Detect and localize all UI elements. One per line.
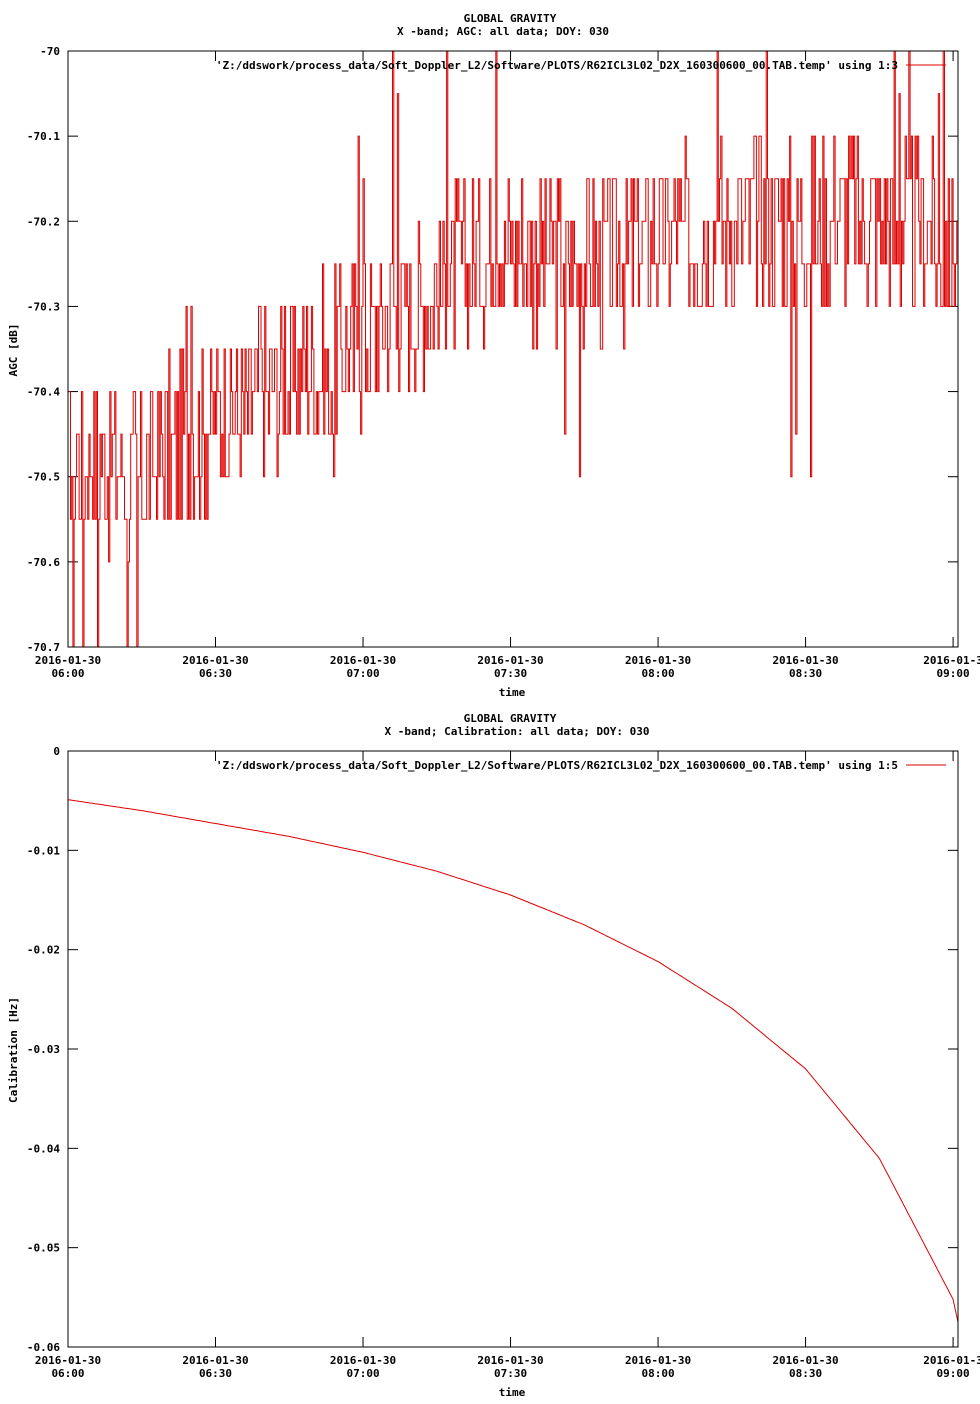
calibration-y-ticks: 0 -0.01 -0.02 -0.03 -0.04 -0.05 -0.06 (27, 745, 958, 1354)
agc-chart: GLOBAL GRAVITY X -band; AGC: all data; D… (7, 12, 980, 699)
agc-y-tick-label: -70.5 (27, 471, 60, 484)
agc-plot-frame (67, 50, 959, 648)
agc-x-tick-time: 07:00 (346, 667, 379, 680)
agc-y-tick-label: -70 (40, 45, 60, 58)
calibration-x-axis-label: time (499, 1386, 526, 1399)
calibration-x-tick-date: 2016-01-30 (182, 1354, 248, 1367)
agc-y-ticks: -70 -70.1 -70.2 -70.3 -70.4 -70.5 -70.6 -70.7 (27, 45, 958, 654)
calibration-x-tick-time: 06:00 (51, 1367, 84, 1380)
agc-y-tick-label: -70.4 (27, 386, 60, 399)
calibration-y-tick-label: -0.06 (27, 1341, 60, 1354)
agc-y-tick-label: -70.1 (27, 130, 60, 143)
agc-legend-label: 'Z:/ddswork/process_data/Soft_Doppler_L2… (216, 59, 898, 72)
calibration-legend-label: 'Z:/ddswork/process_data/Soft_Doppler_L2… (216, 759, 898, 772)
agc-x-axis-label: time (499, 686, 526, 699)
calibration-chart-title: GLOBAL GRAVITY (464, 712, 557, 725)
agc-x-tick-date: 2016-01-30 (625, 654, 691, 667)
calibration-y-tick-label: -0.02 (27, 944, 60, 957)
agc-x-ticks: 2016-01-3006:002016-01-3006:302016-01-30… (35, 51, 980, 680)
calibration-series-line (67, 799, 959, 1323)
calibration-y-tick-label: -0.04 (27, 1142, 60, 1155)
calibration-x-tick-date: 2016-01-3 (923, 1354, 980, 1367)
agc-y-tick-label: -70.7 (27, 641, 60, 654)
agc-x-tick-time: 09:00 (937, 667, 970, 680)
calibration-x-tick-time: 06:30 (199, 1367, 232, 1380)
calibration-y-tick-label: -0.05 (27, 1242, 60, 1255)
calibration-y-tick-label: 0 (53, 745, 60, 758)
agc-x-tick-date: 2016-01-3 (923, 654, 980, 667)
calibration-x-tick-date: 2016-01-30 (35, 1354, 101, 1367)
agc-x-tick-date: 2016-01-30 (477, 654, 543, 667)
calibration-x-tick-time: 07:00 (346, 1367, 379, 1380)
calibration-chart: GLOBAL GRAVITY X -band; Calibration: all… (7, 712, 980, 1399)
calibration-x-tick-date: 2016-01-30 (772, 1354, 838, 1367)
agc-x-tick-time: 08:00 (641, 667, 674, 680)
calibration-x-tick-date: 2016-01-30 (330, 1354, 396, 1367)
agc-y-tick-label: -70.2 (27, 215, 60, 228)
calibration-y-tick-label: -0.03 (27, 1043, 60, 1056)
calibration-x-tick-time: 07:30 (494, 1367, 527, 1380)
agc-y-tick-label: -70.6 (27, 556, 60, 569)
agc-chart-subtitle: X -band; AGC: all data; DOY: 030 (397, 25, 609, 38)
agc-x-tick-date: 2016-01-30 (330, 654, 396, 667)
agc-series-line (68, 50, 959, 648)
agc-y-tick-label: -70.3 (27, 300, 60, 313)
calibration-chart-subtitle: X -band; Calibration: all data; DOY: 030 (385, 725, 650, 738)
calibration-y-tick-label: -0.01 (27, 844, 60, 857)
agc-y-axis-label: AGC [dB] (7, 324, 20, 377)
calibration-x-tick-time: 08:30 (789, 1367, 822, 1380)
calibration-x-tick-time: 09:00 (937, 1367, 970, 1380)
agc-chart-title: GLOBAL GRAVITY (464, 12, 557, 25)
calibration-plot-frame (67, 750, 959, 1348)
agc-x-tick-time: 07:30 (494, 667, 527, 680)
calibration-x-ticks: 2016-01-3006:002016-01-3006:302016-01-30… (35, 751, 980, 1380)
agc-x-tick-date: 2016-01-30 (182, 654, 248, 667)
calibration-x-tick-date: 2016-01-30 (477, 1354, 543, 1367)
agc-x-tick-time: 06:00 (51, 667, 84, 680)
agc-x-tick-time: 08:30 (789, 667, 822, 680)
calibration-x-tick-date: 2016-01-30 (625, 1354, 691, 1367)
calibration-x-tick-time: 08:00 (641, 1367, 674, 1380)
agc-x-tick-date: 2016-01-30 (35, 654, 101, 667)
calibration-y-axis-label: Calibration [Hz] (7, 997, 20, 1103)
agc-x-tick-date: 2016-01-30 (772, 654, 838, 667)
agc-x-tick-time: 06:30 (199, 667, 232, 680)
